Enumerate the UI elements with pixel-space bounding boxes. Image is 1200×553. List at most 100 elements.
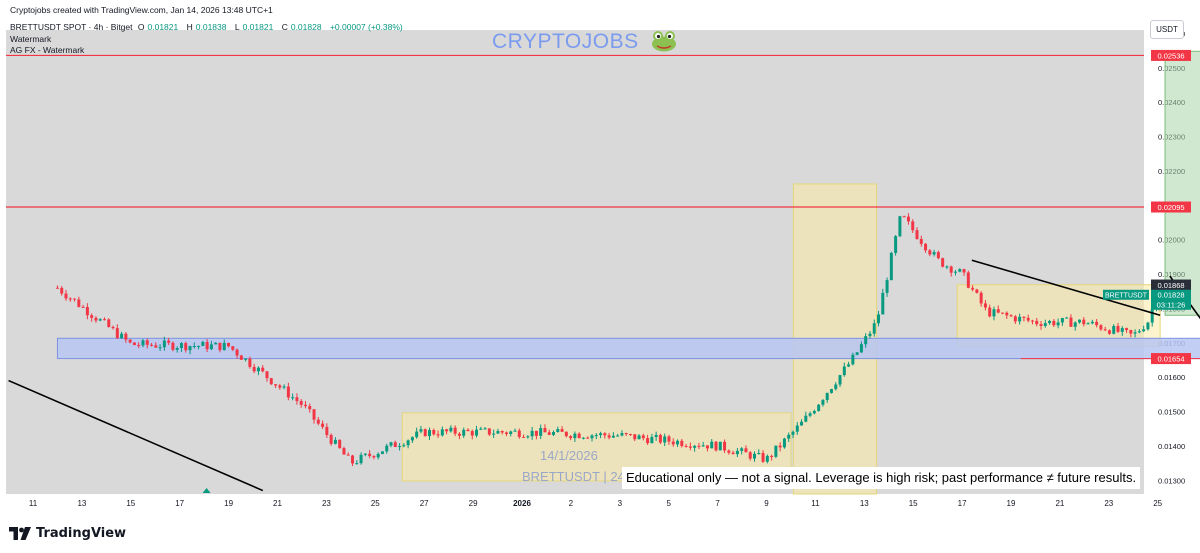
candle-body xyxy=(872,323,876,334)
candle-body xyxy=(214,342,218,345)
ghost-date-watermark: 14/1/2026 xyxy=(540,448,598,463)
candle-body xyxy=(398,446,402,448)
candle-body xyxy=(265,371,269,379)
candle-body xyxy=(1146,322,1150,330)
candle-body xyxy=(932,252,936,255)
candle-body xyxy=(457,433,461,436)
candle-body xyxy=(1035,320,1039,325)
price-label-text-4: 0.01654 xyxy=(1157,355,1184,364)
x-tick-label: 2 xyxy=(569,499,574,508)
candle-body xyxy=(1022,316,1026,318)
x-tick-label: 21 xyxy=(1055,499,1064,508)
candle-body xyxy=(209,344,213,350)
candle-body xyxy=(410,437,414,441)
candle-body xyxy=(885,280,889,293)
candle-body xyxy=(402,445,406,447)
candle-body xyxy=(782,438,786,448)
candle-body xyxy=(1150,309,1154,323)
candle-body xyxy=(1090,321,1094,324)
candle-body xyxy=(902,216,906,218)
x-tick-label: 21 xyxy=(273,499,282,508)
candle-body xyxy=(1001,312,1005,314)
candle-body xyxy=(936,252,940,259)
candle-body xyxy=(278,385,282,388)
candle-body xyxy=(599,433,603,436)
candle-body xyxy=(175,348,179,350)
candle-body xyxy=(432,429,436,435)
candle-body xyxy=(201,341,205,346)
candle-body xyxy=(355,463,359,465)
candle-body xyxy=(1078,319,1082,323)
candle-body xyxy=(299,401,303,405)
x-tick-label: 2026 xyxy=(513,499,531,508)
x-tick-label: 25 xyxy=(371,499,380,508)
candle-body xyxy=(372,455,376,458)
candle-body xyxy=(1009,315,1013,317)
candle-body xyxy=(128,339,132,343)
candle-body xyxy=(829,389,833,393)
candle-body xyxy=(389,442,393,446)
candle-body xyxy=(650,437,654,444)
candle-body xyxy=(834,384,838,390)
candle-body xyxy=(188,346,192,351)
candle-body xyxy=(1052,320,1056,326)
candle-body xyxy=(1133,332,1137,334)
indicator-watermark[interactable]: Watermark xyxy=(10,34,52,44)
trendline-wedge xyxy=(971,259,1161,317)
candle-body xyxy=(1013,316,1017,322)
candle-body xyxy=(346,454,350,456)
x-tick-label: 13 xyxy=(77,499,86,508)
candle-body xyxy=(795,425,799,432)
candle-body xyxy=(928,250,932,255)
candle-body xyxy=(1069,317,1073,327)
candle-body xyxy=(487,428,491,435)
x-tick-label: 19 xyxy=(224,499,233,508)
x-tick-label: 25 xyxy=(1153,499,1162,508)
candle-body xyxy=(941,258,945,267)
candle-body xyxy=(628,434,632,436)
candle-body xyxy=(757,452,761,454)
candle-body xyxy=(911,221,915,231)
candle-body xyxy=(680,440,684,447)
candle-body xyxy=(500,431,504,433)
tradingview-logo[interactable]: TradingView xyxy=(9,526,126,541)
candle-body xyxy=(1043,323,1047,327)
candle-body xyxy=(132,342,136,346)
candle-body xyxy=(466,429,470,432)
watermark-text: CRYPTOJOBS xyxy=(492,30,639,53)
candle-body xyxy=(808,413,812,416)
y-tick-label: 0.01600 xyxy=(1158,373,1185,382)
candle-body xyxy=(603,433,607,436)
candle-body xyxy=(205,341,209,350)
tradingview-brand: TradingView xyxy=(36,526,127,541)
candle-body xyxy=(1082,319,1086,325)
candle-body xyxy=(517,430,521,437)
candle-body xyxy=(864,336,868,345)
candle-body xyxy=(218,342,222,351)
candle-body xyxy=(804,415,808,422)
candle-body xyxy=(1005,312,1009,316)
candle-body xyxy=(197,345,201,347)
candle-body xyxy=(167,340,171,343)
candle-body xyxy=(380,451,384,454)
candle-body xyxy=(77,299,81,307)
candle-body xyxy=(774,445,778,457)
currency-button[interactable]: USDT xyxy=(1150,20,1184,39)
x-tick-label: 19 xyxy=(1007,499,1016,508)
candle-body xyxy=(945,266,949,268)
candles xyxy=(55,213,1167,467)
candle-body xyxy=(282,386,286,388)
candle-body xyxy=(637,435,641,440)
candle-body xyxy=(778,445,782,448)
candle-body xyxy=(496,431,500,434)
candle-body xyxy=(427,429,431,437)
candle-body xyxy=(564,431,568,437)
candle-body xyxy=(81,306,85,308)
y-tick-label: 0.01500 xyxy=(1158,408,1185,417)
candle-body xyxy=(102,319,106,321)
candle-body xyxy=(624,433,628,435)
candle-body xyxy=(988,307,992,317)
x-tick-label: 11 xyxy=(811,499,820,508)
indicator-ag-fx-watermark[interactable]: AG FX - Watermark xyxy=(10,45,85,55)
